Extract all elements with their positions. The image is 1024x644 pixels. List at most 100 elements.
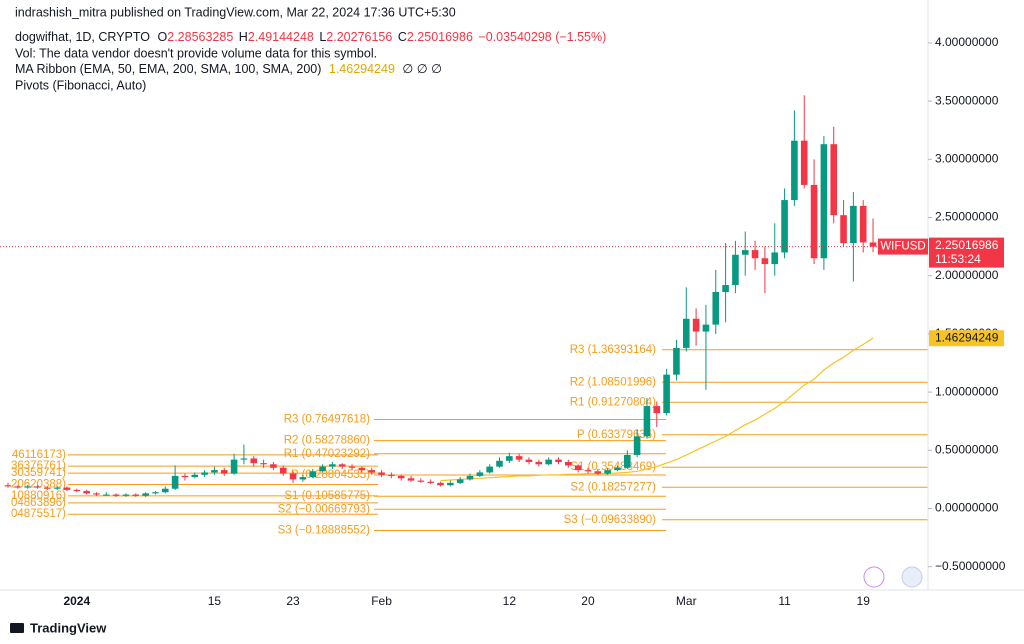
price-tag-label: 2.25016986 bbox=[935, 238, 999, 252]
high-value: 2.49144248 bbox=[248, 30, 314, 44]
volume-note: Vol: The data vendor doesn't provide vol… bbox=[15, 46, 377, 60]
candle-body bbox=[112, 494, 120, 496]
candle-body bbox=[525, 459, 533, 462]
candle-body bbox=[152, 492, 159, 494]
x-tick-label: 15 bbox=[208, 594, 222, 608]
candle-body bbox=[437, 482, 444, 486]
candle-body bbox=[103, 494, 110, 496]
pivot-label: R3 (0.76497618) bbox=[284, 414, 370, 426]
ohlc-letter: C bbox=[398, 30, 407, 44]
y-tick-label: 2.00000000 bbox=[935, 268, 999, 282]
candle-body bbox=[604, 470, 611, 474]
candle-body bbox=[702, 324, 710, 332]
x-tick-label: 11 bbox=[778, 594, 791, 608]
ticker-tag bbox=[878, 238, 928, 255]
ohlc-letter: L bbox=[319, 30, 326, 44]
candle-body bbox=[270, 464, 277, 468]
y-tick-label: 3.50000000 bbox=[935, 93, 999, 107]
candle-body bbox=[555, 459, 562, 462]
open-value: 2.28563285 bbox=[167, 30, 233, 44]
publisher-note: indrashish_mitra published on TradingVie… bbox=[15, 5, 456, 19]
candle-body bbox=[63, 487, 71, 490]
ma-empty-values: ∅ ∅ ∅ bbox=[402, 62, 442, 76]
pivot-label: 36376761) bbox=[11, 460, 66, 472]
candle-body bbox=[673, 347, 680, 375]
pivot-label: 46116173) bbox=[12, 449, 66, 461]
candle-body bbox=[378, 472, 385, 475]
candle-body bbox=[781, 200, 788, 253]
candle-body bbox=[722, 285, 729, 293]
pivot-label: R2 (0.58278860) bbox=[284, 435, 370, 447]
candle-body bbox=[535, 461, 543, 465]
candle-body bbox=[506, 456, 513, 461]
pivot-label: S3 (−0.09633890) bbox=[564, 514, 657, 526]
candle-body bbox=[653, 406, 661, 414]
pivot-label: 04875517) bbox=[11, 508, 66, 520]
pivot-label: S2 (0.18257277) bbox=[570, 481, 656, 493]
candle-body bbox=[427, 481, 434, 483]
candle-body bbox=[574, 465, 582, 471]
candle-body bbox=[299, 477, 307, 480]
candle-body bbox=[368, 470, 376, 473]
pivot-label: 20620388) bbox=[11, 479, 66, 491]
footer-logo: TradingView bbox=[10, 620, 107, 635]
x-tick-label: Feb bbox=[371, 594, 392, 608]
candle-body bbox=[122, 494, 130, 496]
close-value: 2.25016986 bbox=[407, 30, 473, 44]
candle-body bbox=[289, 473, 297, 480]
candle-body bbox=[230, 459, 238, 474]
y-tick-label: 0.00000000 bbox=[935, 501, 999, 515]
candle-body bbox=[810, 184, 818, 259]
candle-body bbox=[515, 456, 523, 460]
candle-body bbox=[142, 493, 149, 496]
candle-body bbox=[417, 480, 425, 482]
candle-body bbox=[800, 140, 808, 185]
ma-line bbox=[440, 337, 874, 482]
ma-tag-label: 1.46294249 bbox=[935, 330, 999, 344]
candle-body bbox=[309, 471, 317, 478]
candle-body bbox=[840, 215, 847, 244]
candle-body bbox=[712, 292, 720, 325]
candle-body bbox=[348, 466, 356, 468]
candle-body bbox=[830, 144, 838, 216]
candle-body bbox=[53, 487, 61, 489]
y-tick-label: −0.50000000 bbox=[935, 559, 1006, 573]
candle-body bbox=[447, 482, 454, 486]
ma-value: 1.46294249 bbox=[329, 62, 395, 76]
candle-body bbox=[820, 144, 828, 259]
candle-body bbox=[358, 467, 366, 471]
candle-body bbox=[260, 463, 267, 465]
candle-body bbox=[171, 475, 179, 489]
logo-mark bbox=[10, 623, 24, 633]
pivot-label: S1 (0.35488469) bbox=[570, 461, 656, 473]
candle-body bbox=[584, 470, 592, 472]
pivot-label: R2 (1.08501996) bbox=[570, 376, 656, 388]
candle-body bbox=[240, 458, 248, 460]
candle-body bbox=[191, 474, 199, 478]
candle-body bbox=[496, 460, 503, 467]
y-tick-label: 4.00000000 bbox=[935, 35, 999, 49]
candle-body bbox=[456, 479, 464, 483]
candle-body bbox=[623, 454, 631, 468]
candle-body bbox=[771, 252, 779, 265]
y-tick-label: 3.00000000 bbox=[935, 151, 999, 165]
candle-body bbox=[211, 470, 218, 473]
candle-body bbox=[220, 470, 228, 474]
pivot-label: 30359741) bbox=[11, 467, 66, 479]
change: −0.03540298 (−1.55%) bbox=[478, 30, 606, 44]
pivots-legend: Pivots (Fibonacci, Auto) bbox=[15, 78, 146, 92]
candle-body bbox=[161, 488, 169, 493]
candle-body bbox=[732, 254, 739, 286]
icon-button[interactable] bbox=[901, 566, 923, 588]
symbol: dogwifhat, 1D, CRYPTO bbox=[15, 30, 150, 44]
candle-body bbox=[93, 493, 100, 495]
candle-body bbox=[565, 461, 572, 466]
candle-body bbox=[791, 140, 798, 201]
pivot-label: S3 (−0.18888552) bbox=[278, 525, 371, 537]
icon-button[interactable] bbox=[863, 566, 885, 588]
ohlc-letter: H bbox=[239, 30, 248, 44]
x-tick-label: 20 bbox=[581, 594, 595, 608]
pivot-label: R1 (0.91270804) bbox=[570, 396, 656, 408]
